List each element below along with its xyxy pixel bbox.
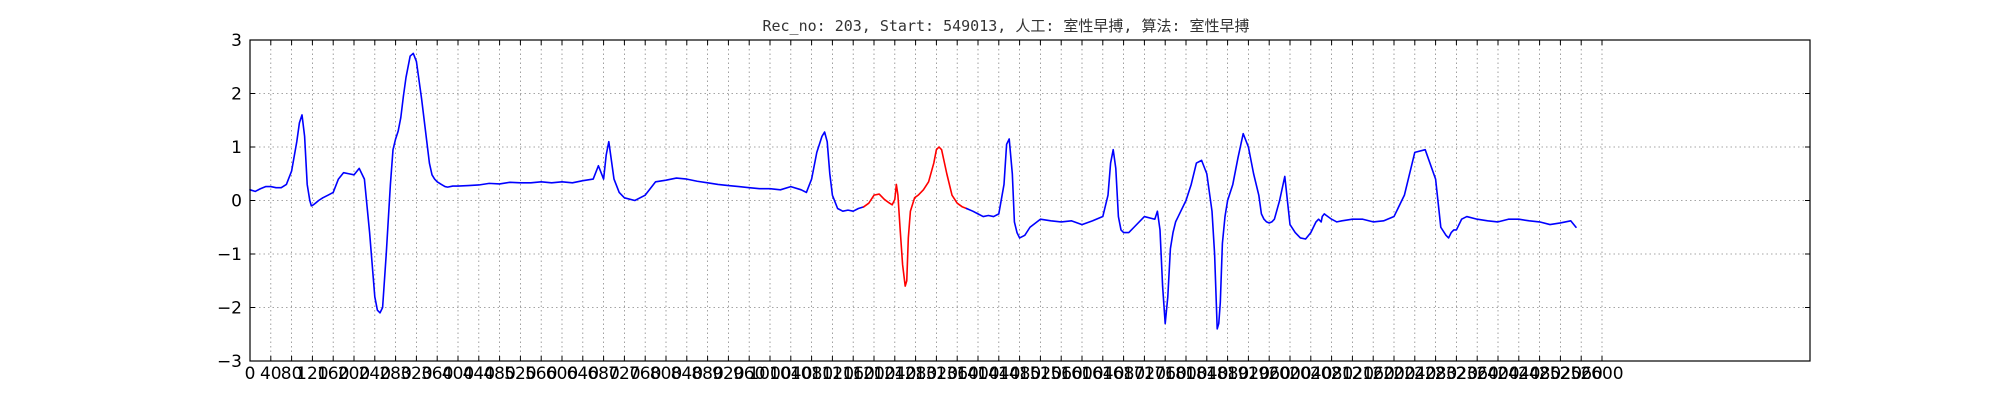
x-tick-label: 1200 <box>852 364 895 384</box>
series-line-2 <box>965 132 1577 330</box>
y-tick-label: 0 <box>231 192 242 212</box>
x-tick-label: 880 <box>691 364 723 384</box>
axis-ticks: 0 40 8012016020024028032036040044048052056… <box>217 31 1810 384</box>
x-tick-label: 2520 <box>1539 364 1582 384</box>
x-tick-label: 1120 <box>811 364 854 384</box>
x-tick-label: 1160 <box>832 364 875 384</box>
x-tick-label: 600 <box>546 364 578 384</box>
x-tick-label: 1480 <box>998 364 1041 384</box>
x-tick-label: 2360 <box>1456 364 1499 384</box>
x-tick-label: 2040 <box>1289 364 1332 384</box>
x-tick-label: 1520 <box>1019 364 1062 384</box>
x-tick-label: 200 <box>338 364 370 384</box>
x-tick-label: 1080 <box>790 364 833 384</box>
x-tick-label: 2320 <box>1435 364 1478 384</box>
y-tick-label: 1 <box>231 138 242 158</box>
y-tick-label: −3 <box>217 352 242 372</box>
x-tick-label: 440 <box>463 364 495 384</box>
x-tick-label: 520 <box>504 364 536 384</box>
x-tick-label: 1840 <box>1185 364 1228 384</box>
x-tick-label: 1560 <box>1040 364 1083 384</box>
y-tick-label: −1 <box>217 245 242 265</box>
x-tick-label: 1720 <box>1123 364 1166 384</box>
x-tick-label: 2560 <box>1560 364 1603 384</box>
x-tick-label: 40 <box>260 364 282 384</box>
x-tick-label: 120 <box>296 364 328 384</box>
x-tick-label: 280 <box>379 364 411 384</box>
y-tick-label: 2 <box>231 85 242 105</box>
x-tick-label: 1440 <box>977 364 1020 384</box>
x-tick-label: 1280 <box>894 364 937 384</box>
x-tick-label: 1680 <box>1102 364 1145 384</box>
x-tick-label: 800 <box>650 364 682 384</box>
x-tick-label: 0 <box>245 364 256 384</box>
series-line-0 <box>249 52 865 314</box>
x-tick-label: 680 <box>587 364 619 384</box>
x-tick-label: 2600 <box>1580 364 1623 384</box>
x-tick-label: 640 <box>567 364 599 384</box>
x-tick-label: 1960 <box>1248 364 1291 384</box>
y-tick-label: 3 <box>231 31 242 51</box>
chart-title: Rec_no: 203, Start: 549013, 人工: 室性早搏, 算法… <box>762 17 1249 35</box>
x-tick-label: 1360 <box>936 364 979 384</box>
x-tick-label: 400 <box>442 364 474 384</box>
x-tick-label: 2160 <box>1352 364 1395 384</box>
x-tick-label: 80 <box>281 364 303 384</box>
grid-lines <box>250 40 1810 361</box>
x-tick-label: 720 <box>608 364 640 384</box>
x-tick-label: 920 <box>712 364 744 384</box>
x-tick-label: 1240 <box>873 364 916 384</box>
x-tick-label: 160 <box>317 364 349 384</box>
x-tick-label: 2440 <box>1497 364 1540 384</box>
x-tick-label: 2480 <box>1518 364 1561 384</box>
x-tick-label: 2000 <box>1268 364 1311 384</box>
x-tick-label: 960 <box>733 364 765 384</box>
x-tick-label: 1640 <box>1081 364 1124 384</box>
x-tick-label: 1400 <box>956 364 999 384</box>
x-tick-label: 1880 <box>1206 364 1249 384</box>
x-tick-label: 1320 <box>915 364 958 384</box>
x-tick-label: 1040 <box>769 364 812 384</box>
x-tick-label: 2200 <box>1372 364 1415 384</box>
x-tick-label: 2080 <box>1310 364 1353 384</box>
x-tick-label: 2280 <box>1414 364 1457 384</box>
y-tick-label: −2 <box>217 299 242 319</box>
x-tick-label: 320 <box>400 364 432 384</box>
x-tick-label: 1600 <box>1060 364 1103 384</box>
x-tick-label: 2240 <box>1393 364 1436 384</box>
x-tick-label: 360 <box>421 364 453 384</box>
x-tick-label: 2120 <box>1331 364 1374 384</box>
series-lines <box>249 52 1577 330</box>
x-tick-label: 760 <box>629 364 661 384</box>
x-tick-label: 1000 <box>748 364 791 384</box>
x-tick-label: 560 <box>525 364 557 384</box>
x-tick-label: 1920 <box>1227 364 1270 384</box>
x-tick-label: 1800 <box>1164 364 1207 384</box>
x-tick-label: 1760 <box>1144 364 1187 384</box>
x-tick-label: 2400 <box>1476 364 1519 384</box>
x-tick-label: 480 <box>483 364 515 384</box>
x-tick-label: 840 <box>671 364 703 384</box>
series-line-1 <box>862 146 968 287</box>
x-tick-label: 240 <box>359 364 391 384</box>
